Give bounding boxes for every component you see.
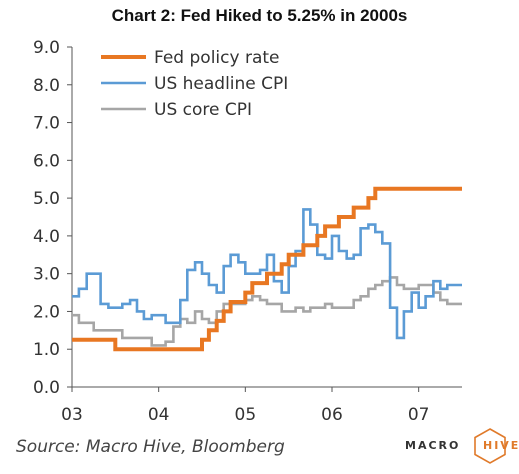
hexagon-icon xyxy=(474,428,506,464)
y-tick-label: 3.0 xyxy=(33,265,60,285)
y-tick-label: 8.0 xyxy=(33,76,60,96)
series-line-fed-policy-rate xyxy=(72,186,462,352)
y-tick-label: 1.0 xyxy=(33,340,60,360)
x-tick-label: 03 xyxy=(61,405,83,425)
y-tick-label: 2.0 xyxy=(33,302,60,322)
series-lines xyxy=(72,186,462,352)
axes: 0.0 1.0 2.0 3.0 4.0 5.0 6.0 7.0 8.0 9.0 03 04 05 06 07 xyxy=(33,38,462,425)
chart-title: Chart 2: Fed Hiked to 5.25% in 2000s xyxy=(111,6,408,25)
series-line-us-core-cpi xyxy=(72,276,462,347)
y-tick-label: 4.0 xyxy=(33,227,60,247)
x-tick-label: 07 xyxy=(408,405,430,425)
logo-text-macro: MACRO xyxy=(405,439,461,452)
x-tick-label: 06 xyxy=(321,405,343,425)
legend-label: Fed policy rate xyxy=(154,48,279,68)
logo-text-hive: HIVE xyxy=(483,439,519,452)
macro-hive-logo: MACRO HIVE xyxy=(405,425,518,465)
y-tick-label: 7.0 xyxy=(33,114,60,134)
y-tick-label: 5.0 xyxy=(33,189,60,209)
y-tick-label: 9.0 xyxy=(33,38,60,58)
legend-label: US core CPI xyxy=(154,100,252,120)
series-line-us-headline-cpi xyxy=(72,208,462,340)
legend-label: US headline CPI xyxy=(154,74,288,94)
x-tick-label: 05 xyxy=(235,405,257,425)
y-tick-label: 6.0 xyxy=(33,151,60,171)
source-note: Source: Macro Hive, Bloomberg xyxy=(16,437,285,457)
y-tick-label: 0.0 xyxy=(33,378,60,398)
legend: Fed policy rate US headline CPI US core CP… xyxy=(101,48,288,120)
x-tick-label: 04 xyxy=(148,405,170,425)
